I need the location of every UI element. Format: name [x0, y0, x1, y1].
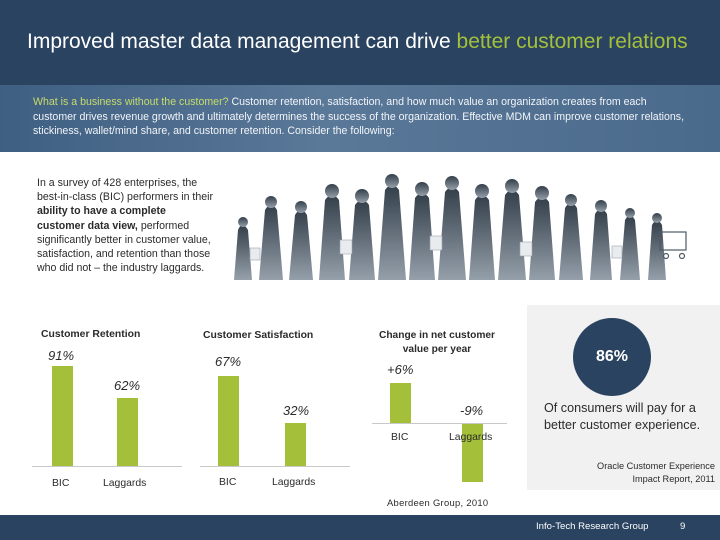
net-value-laggards-label: -9%	[460, 403, 484, 418]
footer-org: Info-Tech Research Group	[536, 521, 649, 532]
satisfaction-laggards-label: 32%	[283, 403, 310, 418]
stat-text: Of consumers will pay for a better custo…	[544, 401, 701, 432]
retention-bic-cat: BIC	[52, 478, 70, 489]
survey-part1: In a survey of 428 enterprises, the best…	[37, 177, 214, 204]
intro-lead: What is a business without the customer?	[33, 96, 229, 108]
net-value-title: Change in net customer value per year	[378, 330, 496, 355]
intro-body: Customer retention, satisfaction, and ho…	[33, 96, 685, 137]
title-band	[0, 0, 720, 85]
retention-laggards-bar	[117, 397, 138, 466]
title-accent: better customer relations	[456, 30, 688, 53]
retention-bic-bar	[52, 365, 73, 466]
slide-title: Improved master data management can driv…	[27, 28, 707, 56]
intro-band	[0, 85, 720, 152]
satisfaction-title: Customer Satisfaction	[203, 330, 314, 341]
stat-source: Oracle Customer Experience Impact Report…	[597, 461, 715, 484]
retention-bic-label: 91%	[48, 348, 75, 363]
net-value-bic-label: +6%	[387, 362, 414, 377]
net-value-laggards-cat: Laggards	[449, 432, 493, 443]
net-value-bic-cat: BIC	[391, 432, 409, 443]
satisfaction-bic-bar	[218, 375, 239, 466]
satisfaction-bic-label: 67%	[215, 354, 242, 369]
page-number: 9	[680, 521, 686, 532]
title-main: Improved master data management can driv…	[27, 30, 457, 53]
footer-band	[0, 515, 720, 540]
chart-source: Aberdeen Group, 2010	[387, 497, 489, 508]
retention-laggards-label: 62%	[114, 378, 141, 393]
satisfaction-axis	[200, 466, 350, 467]
net-value-axis	[372, 423, 507, 424]
retention-title: Customer Retention	[41, 329, 141, 340]
intro-text: What is a business without the customer?…	[33, 95, 693, 139]
stat-circle: 86%	[573, 318, 651, 396]
survey-part2: performed significantly better in custom…	[37, 219, 211, 275]
survey-text: In a survey of 428 enterprises, the best…	[37, 176, 215, 275]
retention-laggards-cat: Laggards	[103, 478, 147, 489]
net-value-laggards-bar	[462, 423, 483, 483]
satisfaction-laggards-cat: Laggards	[272, 477, 316, 488]
survey-bold: ability to have a complete customer data…	[37, 205, 166, 232]
net-value-bic-bar	[390, 383, 411, 423]
shopping-crowd-illustration	[234, 174, 687, 280]
satisfaction-laggards-bar	[285, 422, 306, 466]
satisfaction-bic-cat: BIC	[219, 477, 237, 488]
retention-axis	[32, 466, 182, 467]
